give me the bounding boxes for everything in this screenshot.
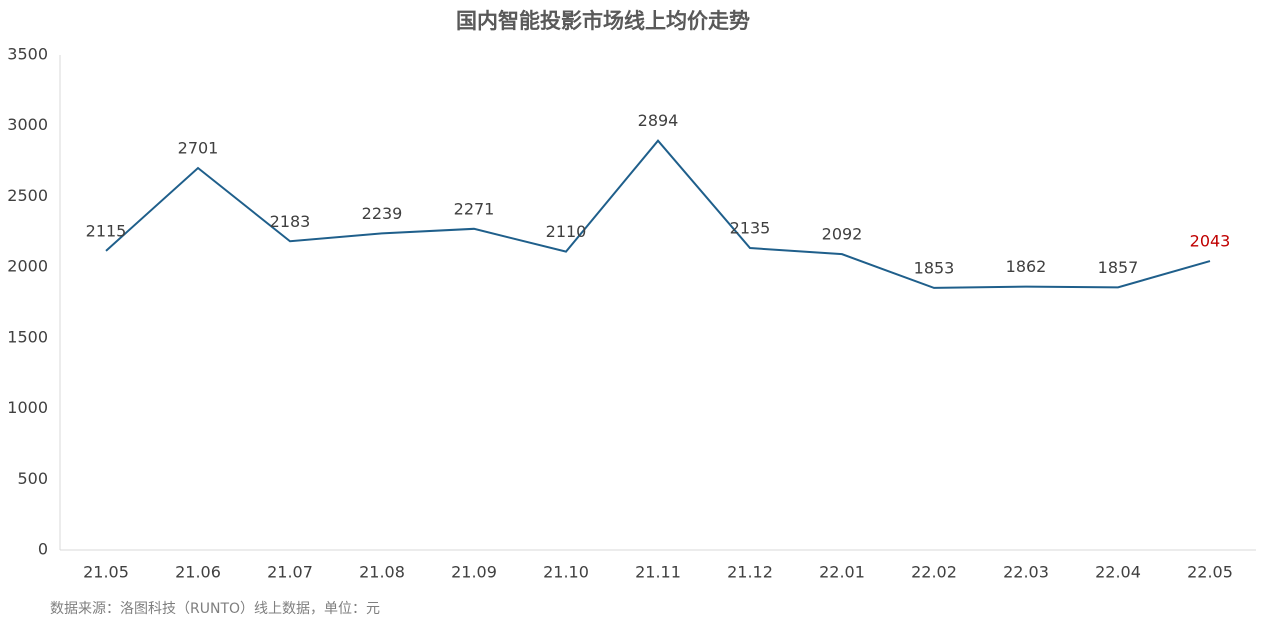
x-tick-label: 21.05 [83, 563, 129, 582]
x-tick-label: 21.06 [175, 563, 221, 582]
source-note: 数据来源：洛图科技（RUNTO）线上数据，单位：元 [50, 601, 380, 617]
data-label: 1853 [914, 258, 955, 277]
x-tick-label: 21.10 [543, 563, 589, 582]
x-tick-label: 21.07 [267, 563, 313, 582]
x-tick-label: 22.03 [1003, 563, 1049, 582]
y-tick-label: 2500 [7, 186, 48, 205]
y-tick-label: 1000 [7, 398, 48, 417]
y-tick-label: 500 [17, 469, 48, 488]
y-tick-label: 3000 [7, 115, 48, 134]
data-label: 1862 [1006, 257, 1047, 276]
data-label: 2701 [178, 139, 219, 158]
x-tick-label: 21.12 [727, 563, 773, 582]
y-tick-label: 1500 [7, 327, 48, 346]
chart-title: 国内智能投影市场线上均价走势 [456, 9, 750, 33]
data-label: 2115 [86, 221, 127, 240]
x-tick-label: 21.09 [451, 563, 497, 582]
x-tick-label: 22.02 [911, 563, 957, 582]
x-tick-label: 21.11 [635, 563, 681, 582]
x-tick-label: 22.01 [819, 563, 865, 582]
x-tick-label: 22.04 [1095, 563, 1141, 582]
data-label: 2183 [270, 212, 311, 231]
data-label: 2043 [1190, 232, 1231, 251]
data-label: 1857 [1098, 258, 1139, 277]
x-tick-label: 21.08 [359, 563, 405, 582]
data-label: 2271 [454, 199, 495, 218]
data-label: 2092 [822, 225, 863, 244]
data-label: 2135 [730, 219, 771, 238]
data-label: 2239 [362, 204, 403, 223]
line-series [105, 139, 1211, 289]
x-tick-label: 22.05 [1187, 563, 1233, 582]
y-tick-label: 0 [38, 540, 48, 559]
y-tick-label: 2000 [7, 257, 48, 276]
y-tick-label: 3500 [7, 45, 48, 64]
data-label: 2894 [638, 111, 679, 130]
data-label: 2110 [546, 222, 587, 241]
